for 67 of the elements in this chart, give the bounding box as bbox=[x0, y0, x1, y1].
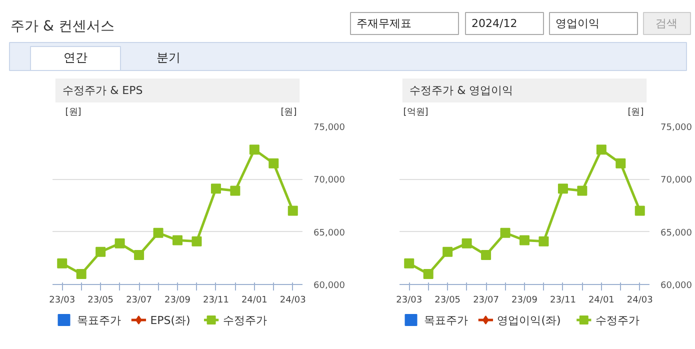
legend-label: EPS(좌) bbox=[150, 314, 190, 327]
text: 주가 & 컨센서스 bbox=[10, 18, 114, 34]
chart-title: 수정주가 & 영업이익 bbox=[410, 84, 514, 97]
point bbox=[288, 206, 298, 216]
legend-label: 수정주가 bbox=[222, 314, 267, 327]
x-tick-label: 23/05 bbox=[88, 296, 114, 306]
point bbox=[500, 228, 510, 238]
legend-label: 수정주가 bbox=[595, 314, 640, 327]
y2-axis-title: [원] bbox=[280, 108, 297, 118]
point bbox=[634, 206, 645, 216]
legend-label: 영업이익(좌) bbox=[497, 314, 561, 327]
point bbox=[192, 236, 202, 246]
point bbox=[134, 250, 144, 260]
x-tick-label: 23/03 bbox=[49, 296, 76, 306]
x-tick-label: 23/07 bbox=[473, 296, 500, 306]
point bbox=[558, 184, 568, 194]
point bbox=[404, 258, 414, 268]
point bbox=[616, 158, 626, 168]
y2-axis-title: [원] bbox=[628, 108, 644, 118]
y2-tick-label: 75,000 bbox=[314, 123, 346, 133]
y-axis-title: [원] bbox=[65, 108, 82, 118]
y2-tick-label: 70,000 bbox=[660, 176, 692, 186]
point bbox=[172, 235, 182, 246]
y2-tick-label: 65,000 bbox=[660, 228, 692, 238]
point bbox=[249, 144, 260, 155]
point bbox=[153, 228, 164, 238]
x-tick-label: 24/03 bbox=[626, 296, 653, 306]
text: 영업이익 bbox=[556, 17, 600, 30]
point bbox=[96, 246, 106, 257]
x-tick-label: 24/01 bbox=[588, 296, 614, 306]
x-tick-label: 24/03 bbox=[280, 296, 306, 306]
x-tick-label: 23/09 bbox=[164, 296, 191, 306]
point bbox=[577, 186, 588, 196]
text: 연간 bbox=[64, 50, 88, 64]
text: 분기 bbox=[156, 50, 180, 64]
point bbox=[538, 236, 549, 246]
y2-tick-label: 60,000 bbox=[660, 281, 692, 291]
point bbox=[230, 186, 240, 196]
y2-tick-label: 60,000 bbox=[314, 281, 346, 291]
point bbox=[57, 258, 68, 268]
text: 검색 bbox=[656, 17, 678, 30]
point bbox=[423, 268, 434, 279]
point bbox=[596, 144, 606, 155]
point bbox=[210, 184, 221, 194]
x-tick-label: 23/03 bbox=[396, 296, 422, 306]
y-axis-title: [억원] bbox=[403, 108, 428, 118]
y2-tick-label: 70,000 bbox=[314, 176, 346, 186]
chart-title: 수정주가 & EPS bbox=[62, 84, 143, 97]
x-tick-label: 24/01 bbox=[241, 296, 268, 306]
point bbox=[520, 235, 530, 246]
text: 2024/12 bbox=[472, 17, 518, 30]
point bbox=[76, 268, 86, 279]
x-tick-label: 23/05 bbox=[434, 296, 461, 306]
point bbox=[481, 250, 492, 260]
y2-tick-label: 75,000 bbox=[660, 123, 692, 133]
x-tick-label: 23/09 bbox=[512, 296, 538, 306]
point bbox=[462, 238, 472, 248]
x-tick-label: 23/07 bbox=[126, 296, 152, 306]
legend-label: 목표주가 bbox=[77, 314, 122, 327]
point bbox=[442, 246, 453, 257]
text: 주재무제표 bbox=[356, 17, 412, 30]
x-tick-label: 23/11 bbox=[550, 296, 576, 306]
x-tick-label: 23/11 bbox=[202, 296, 229, 306]
y2-tick-label: 65,000 bbox=[314, 228, 346, 238]
point bbox=[114, 238, 125, 248]
legend-label: 목표주가 bbox=[424, 314, 468, 327]
point bbox=[268, 158, 279, 168]
